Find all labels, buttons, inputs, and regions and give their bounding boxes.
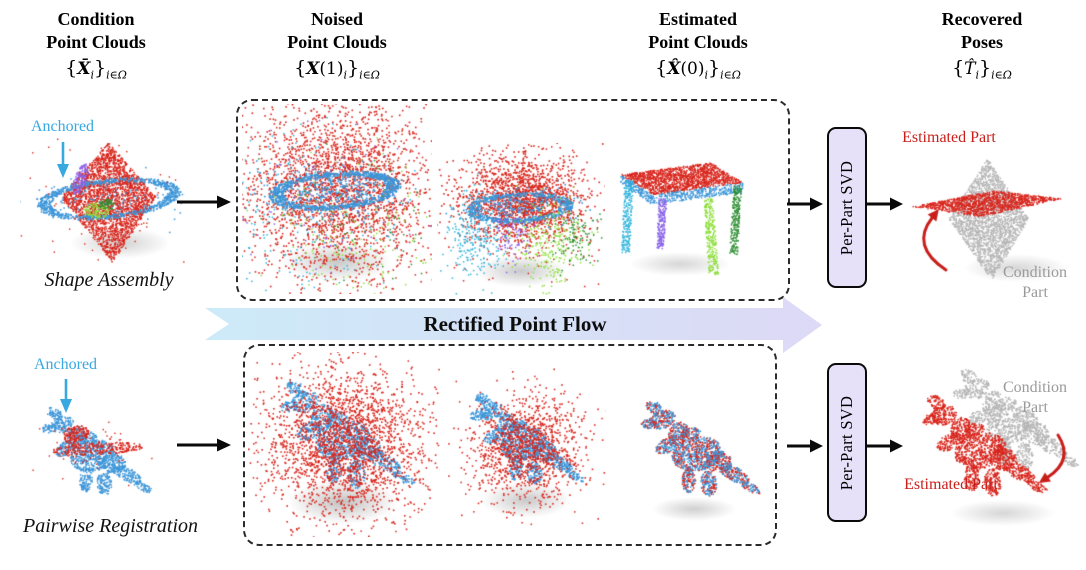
math-expression: {T̂i}i∈Ω	[952, 57, 1012, 82]
header-line: Noised	[310, 9, 363, 29]
arrow-right-icon	[867, 197, 903, 211]
estimated-point-cloud-dino	[622, 383, 772, 525]
condition-part-label: Condition Part	[1002, 264, 1067, 301]
arrow-right-icon	[177, 438, 231, 452]
noised-to-estimated-region-top	[236, 99, 790, 301]
arrow-right-icon	[787, 197, 823, 211]
header-noised-point-clouds: Noised Point Clouds {X(1)i}i∈Ω	[257, 8, 417, 81]
per-part-svd-box: Per-Part SVD	[827, 127, 867, 288]
per-part-svd-label: Per-Part SVD	[837, 160, 856, 255]
recovered-pose-table	[898, 118, 1086, 298]
estimated-part-label: Estimated Part	[902, 129, 996, 146]
arrow-right-icon	[867, 439, 903, 453]
condition-point-cloud-pairwise	[25, 398, 180, 513]
noised-to-estimated-region-bottom	[243, 344, 777, 546]
noised-point-cloud-table-step1	[242, 104, 432, 294]
arrow-right-icon	[787, 439, 823, 453]
header-recovered-poses: Recovered Poses {T̂i}i∈Ω	[902, 8, 1062, 81]
header-line: Estimated	[659, 9, 737, 29]
math-expression: {X̂(0)i}i∈Ω	[655, 57, 741, 82]
header-estimated-point-clouds: Estimated Point Clouds {X̂(0)i}i∈Ω	[618, 8, 778, 81]
condition-point-cloud-shape-assembly	[20, 138, 185, 266]
task-label-pairwise-registration: Pairwise Registration	[23, 515, 198, 537]
estimated-point-cloud-table	[600, 152, 748, 278]
header-line: Condition	[57, 9, 135, 29]
math-expression: {X̄i}i∈Ω	[65, 57, 127, 82]
header-condition-point-clouds: Condition Point Clouds {X̄i}i∈Ω	[16, 8, 176, 81]
header-line: Point Clouds	[287, 32, 387, 52]
math-expression: {X(1)i}i∈Ω	[294, 57, 380, 82]
header-line: Point Clouds	[648, 32, 748, 52]
header-line: Point Clouds	[46, 32, 146, 52]
per-part-svd-box: Per-Part SVD	[827, 363, 867, 522]
noised-point-cloud-dino-step1	[248, 352, 440, 537]
estimated-part-label: Estimated Part	[904, 476, 998, 493]
recovered-pose-dino	[898, 365, 1086, 535]
flow-banner-arrow	[205, 297, 822, 353]
condition-part-label: Condition Part	[1002, 379, 1067, 416]
anchored-label: Anchored	[30, 118, 95, 135]
anchored-label: Anchored	[33, 356, 98, 373]
header-line: Poses	[961, 32, 1003, 52]
header-line: Recovered	[941, 9, 1023, 29]
noised-point-cloud-table-step2	[437, 143, 605, 295]
per-part-svd-label: Per-Part SVD	[837, 395, 856, 490]
task-label-shape-assembly: Shape Assembly	[44, 269, 174, 291]
flow-banner-label: Rectified Point Flow	[423, 312, 607, 336]
arrow-right-icon	[177, 195, 231, 209]
noised-point-cloud-dino-step2	[448, 368, 606, 526]
